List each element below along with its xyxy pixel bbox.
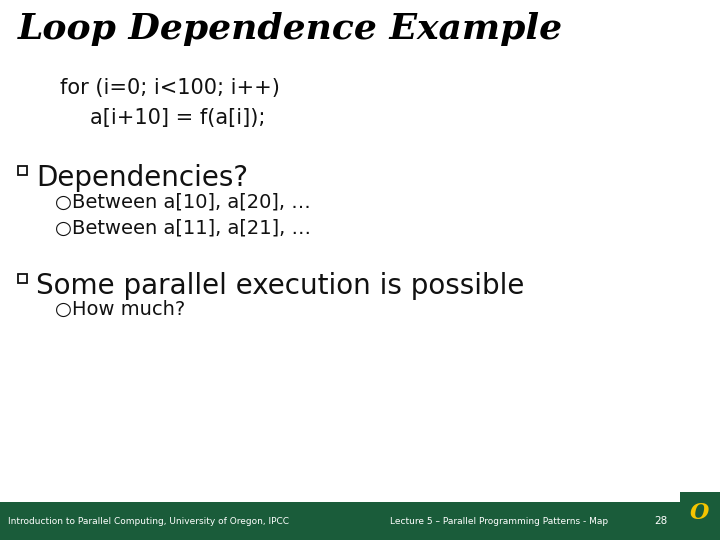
Text: ○Between a[11], a[21], …: ○Between a[11], a[21], …: [55, 218, 311, 237]
FancyBboxPatch shape: [0, 502, 720, 540]
Text: a[i+10] = f(a[i]);: a[i+10] = f(a[i]);: [90, 108, 266, 128]
Text: Dependencies?: Dependencies?: [36, 164, 248, 192]
Text: for (i=0; i<100; i++): for (i=0; i<100; i++): [60, 78, 280, 98]
Text: Loop Dependence Example: Loop Dependence Example: [18, 12, 563, 46]
FancyBboxPatch shape: [680, 492, 720, 540]
Text: Some parallel execution is possible: Some parallel execution is possible: [36, 272, 524, 300]
Text: O: O: [690, 502, 710, 524]
Text: ○Between a[10], a[20], …: ○Between a[10], a[20], …: [55, 192, 311, 211]
Text: ○How much?: ○How much?: [55, 300, 185, 319]
Text: 28: 28: [654, 516, 667, 526]
Text: Introduction to Parallel Computing, University of Oregon, IPCC: Introduction to Parallel Computing, Univ…: [8, 516, 289, 525]
Text: Lecture 5 – Parallel Programming Patterns - Map: Lecture 5 – Parallel Programming Pattern…: [390, 516, 608, 525]
